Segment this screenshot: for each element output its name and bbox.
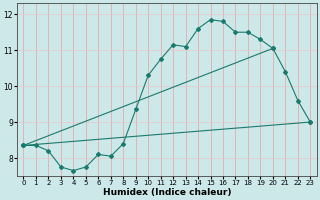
- X-axis label: Humidex (Indice chaleur): Humidex (Indice chaleur): [103, 188, 231, 197]
